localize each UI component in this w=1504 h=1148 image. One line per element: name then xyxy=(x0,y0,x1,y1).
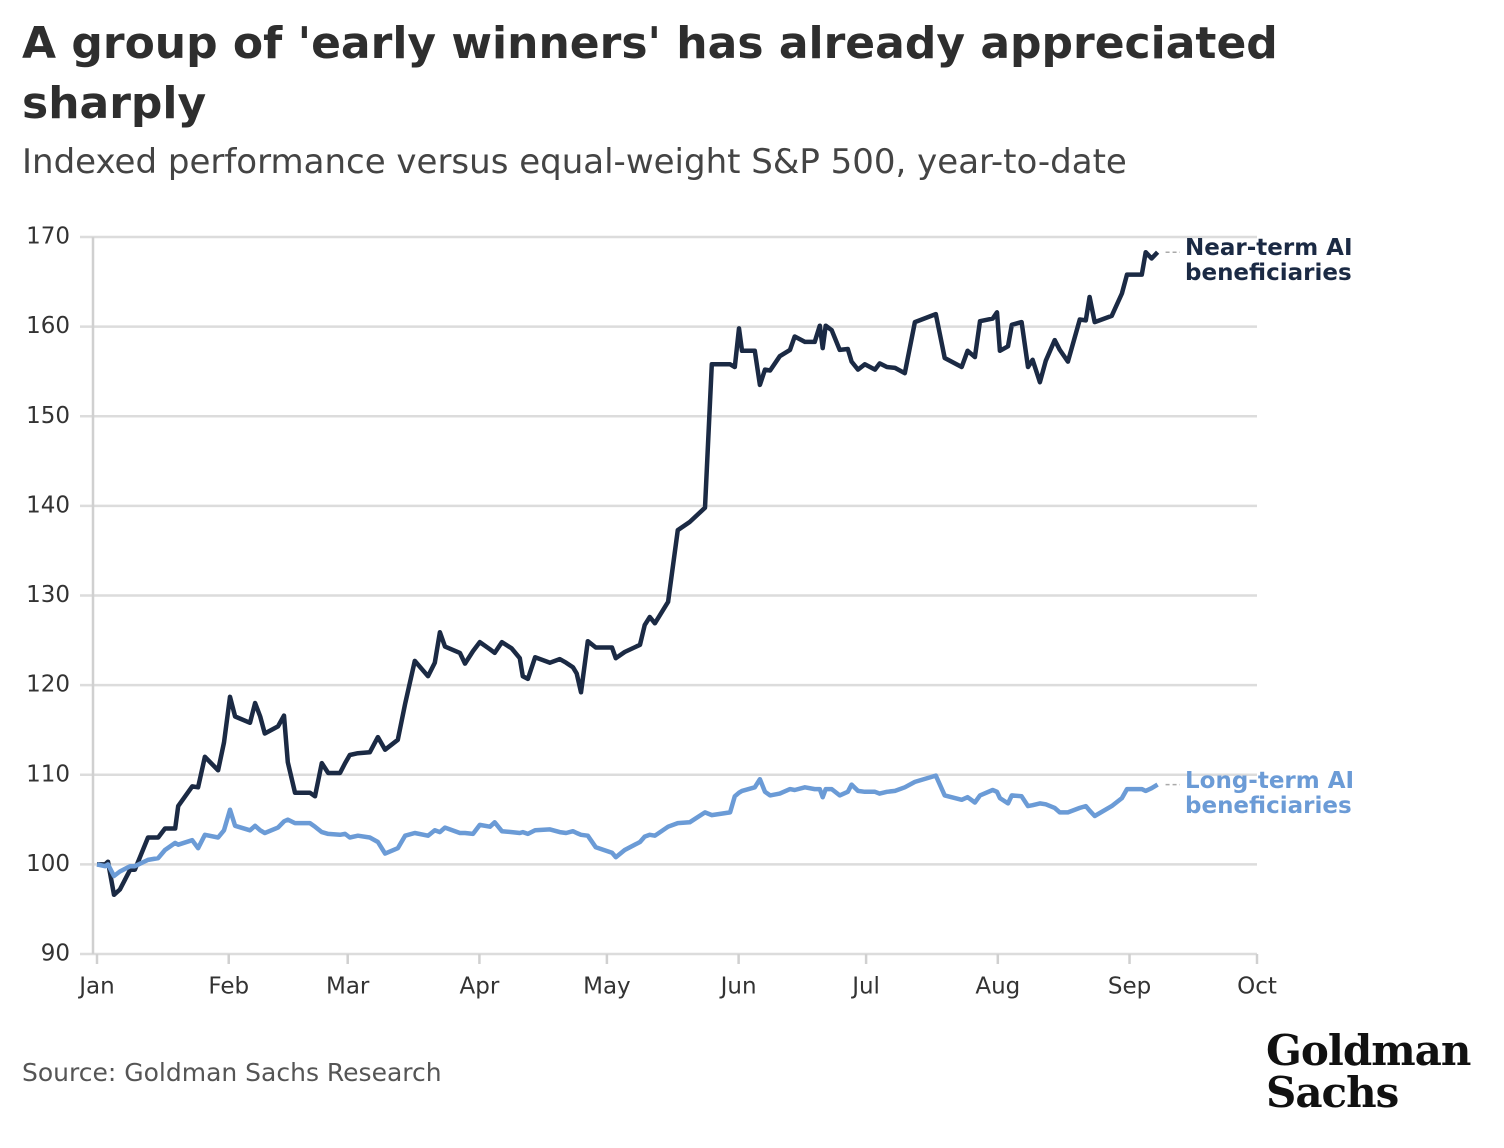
y-tick-label: 100 xyxy=(26,851,70,877)
x-tick-label: Aug xyxy=(975,974,1020,1000)
x-tick-label: Feb xyxy=(208,974,249,1000)
x-tick-label: Sep xyxy=(1108,974,1151,1000)
y-tick-label: 130 xyxy=(26,582,70,608)
y-tick-label: 170 xyxy=(26,224,70,250)
series-line xyxy=(96,773,1159,879)
x-tick-label: Mar xyxy=(326,974,370,1000)
chart-subtitle: Indexed performance versus equal-weight … xyxy=(22,142,1127,182)
x-tick-label: Jun xyxy=(719,974,757,1000)
y-tick-label: 160 xyxy=(26,313,70,339)
x-tick-label: Apr xyxy=(460,974,500,1000)
series-label: Near-term AI beneficiaries xyxy=(1185,235,1353,287)
y-tick-label: 110 xyxy=(26,761,70,787)
x-tick-label: May xyxy=(583,974,631,1000)
x-tick-label: Oct xyxy=(1237,974,1277,1000)
y-tick-label: 120 xyxy=(26,672,70,698)
logo: Goldman Sachs xyxy=(1266,1026,1471,1117)
series-line xyxy=(97,249,1160,898)
chart-title: A group of 'early winners' has already a… xyxy=(22,18,1278,129)
series-label: Long-term AI beneficiaries xyxy=(1185,767,1355,819)
y-tick-label: 140 xyxy=(26,492,70,518)
source-note: Source: Goldman Sachs Research xyxy=(22,1058,442,1087)
y-tick-label: 150 xyxy=(26,403,70,429)
y-tick-label: 90 xyxy=(41,941,70,967)
x-tick-label: Jul xyxy=(850,974,880,1000)
x-tick-label: Jan xyxy=(77,974,114,1000)
